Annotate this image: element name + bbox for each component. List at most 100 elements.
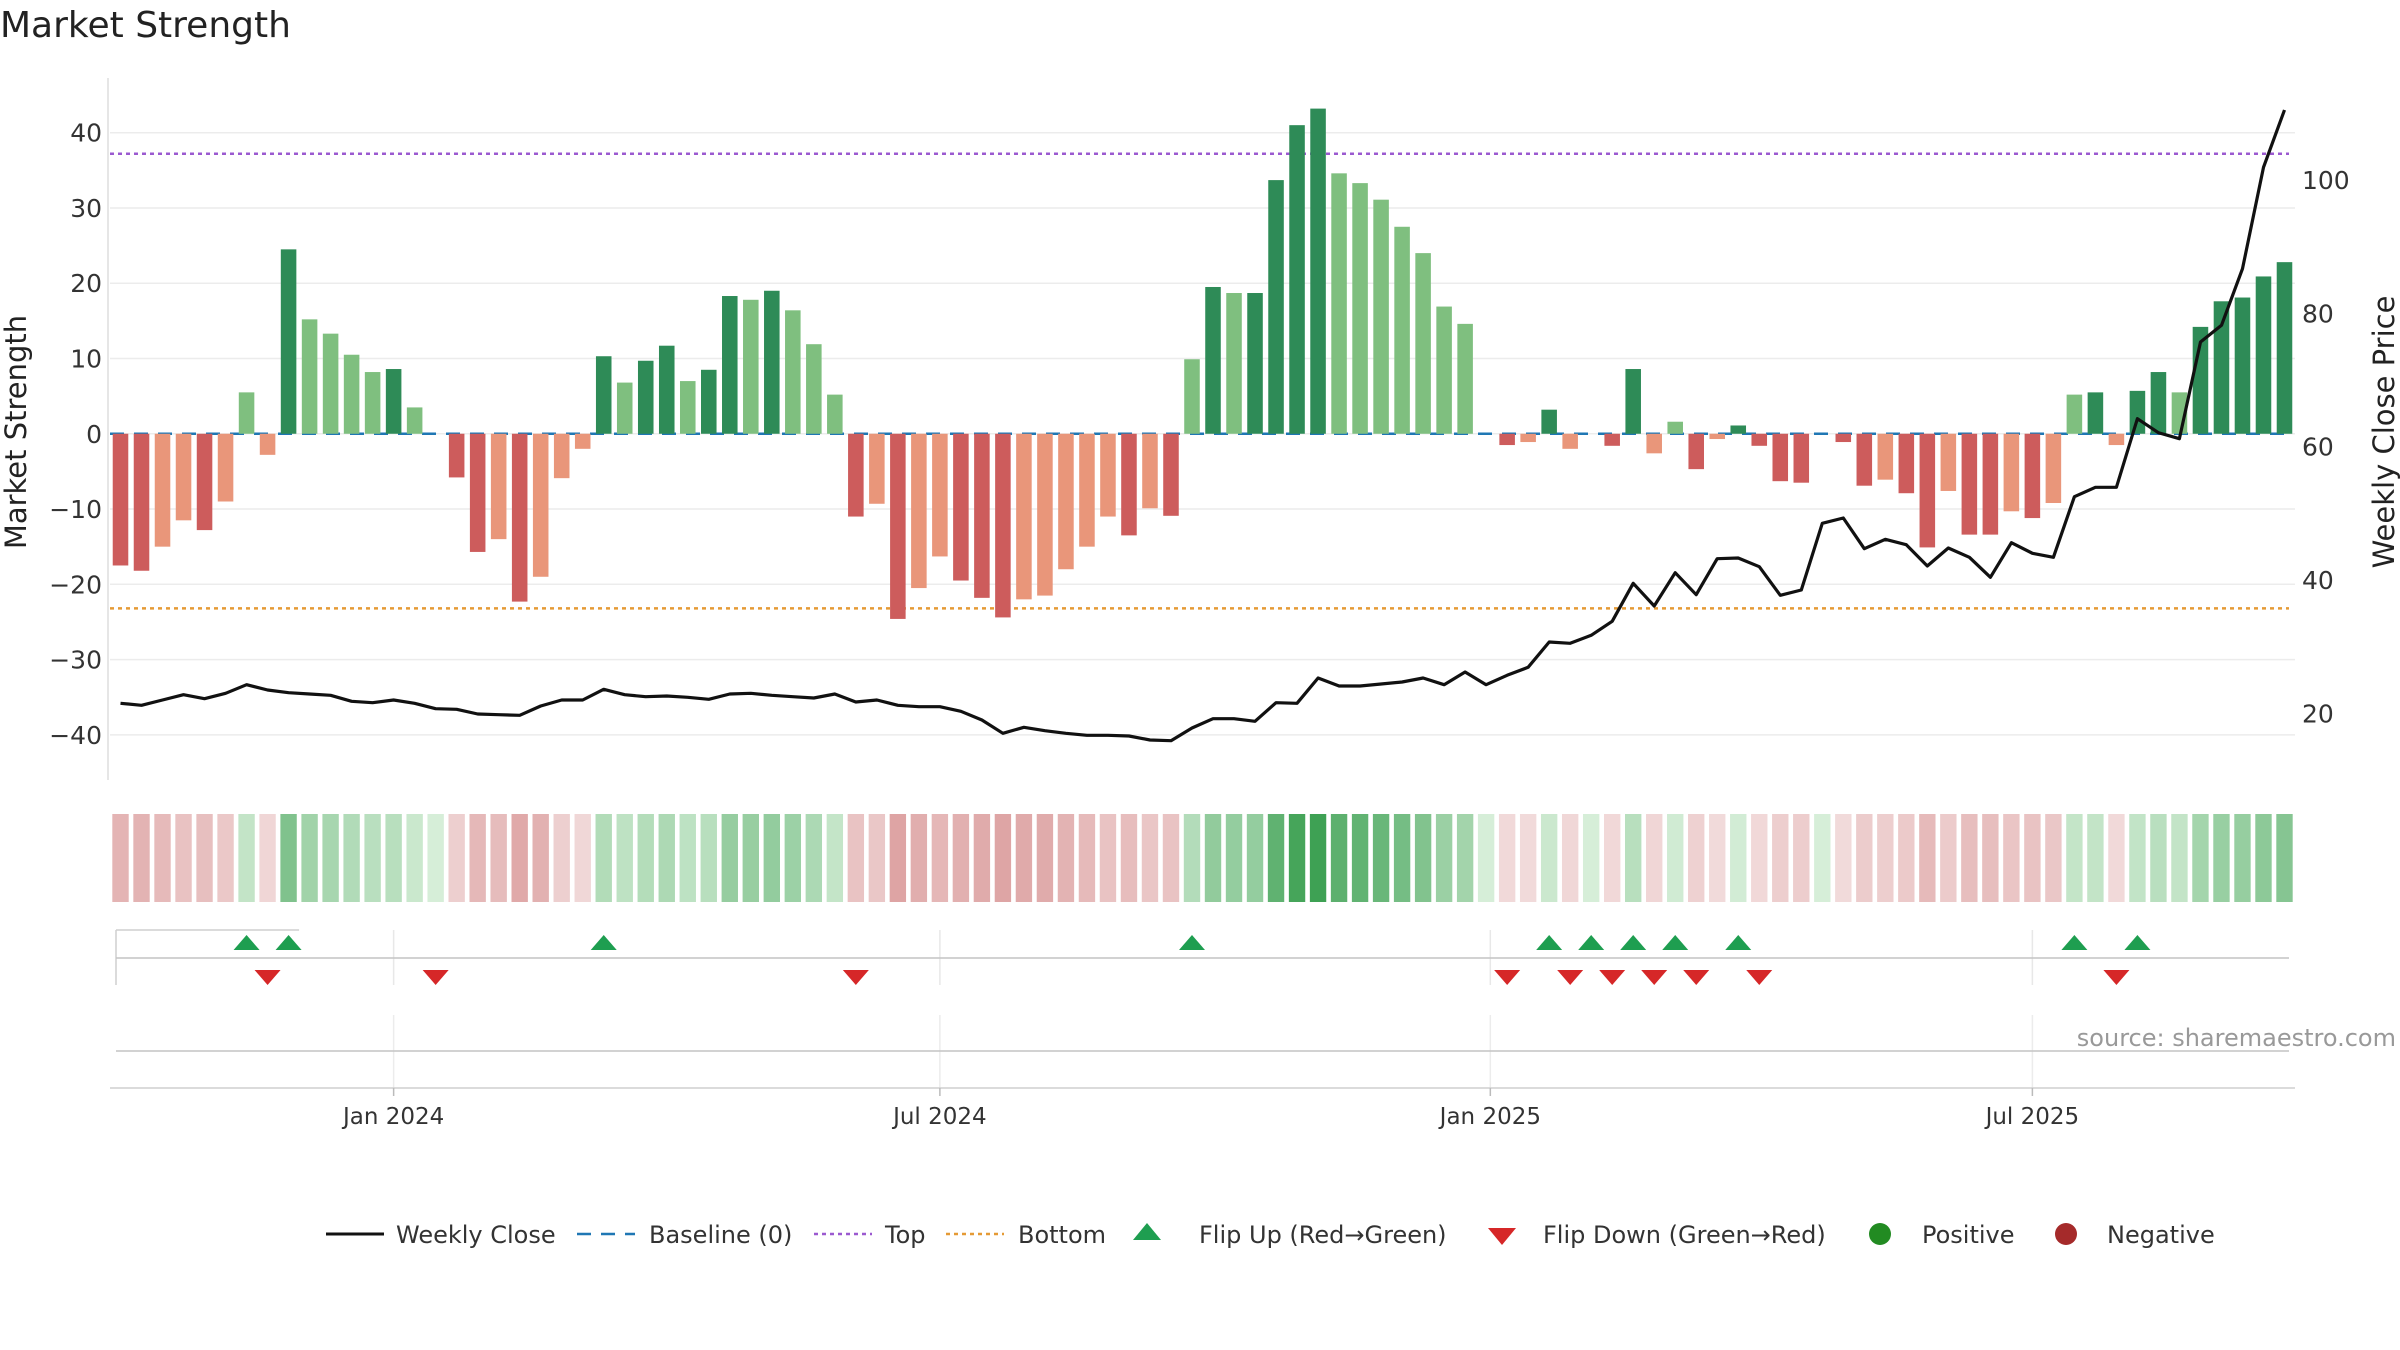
x-tick-label: Jul 2025 — [1984, 1104, 2080, 1130]
heat-cell — [2171, 814, 2188, 902]
legend-item-negative: Negative — [2055, 1221, 2215, 1249]
flip-up-marker — [233, 935, 260, 950]
strength-bar — [469, 433, 486, 552]
heat-cell — [133, 814, 150, 902]
strength-bar — [1373, 199, 1389, 434]
strength-bar — [1562, 433, 1578, 449]
legend-item-weekly-close: Weekly Close — [326, 1221, 556, 1249]
heat-cell — [679, 814, 696, 902]
legend-item-positive: Positive — [1869, 1221, 2015, 1249]
grid-lines — [107, 78, 2295, 780]
strength-bar — [1499, 433, 1515, 446]
strength-bar — [259, 433, 276, 455]
heat-cell — [2150, 814, 2167, 902]
strength-bar — [217, 433, 234, 502]
strength-bar — [1835, 433, 1852, 443]
strength-bar — [658, 345, 675, 434]
legend-negative-dot-icon — [2055, 1223, 2077, 1245]
heat-cell — [2192, 814, 2209, 902]
strength-bar — [1856, 433, 1873, 486]
heat-cell — [889, 814, 907, 902]
heat-cell — [1519, 814, 1537, 902]
strength-bar — [869, 433, 885, 504]
legend-positive-dot-icon — [1869, 1223, 1891, 1245]
heat-cell — [2087, 814, 2104, 902]
strength-heat-strip — [112, 814, 2293, 902]
legend-label-top: Top — [884, 1221, 926, 1249]
strength-bar — [448, 433, 465, 478]
heat-cell — [364, 814, 381, 902]
heat-cell — [1961, 814, 1978, 902]
flip-down-marker — [1599, 970, 1626, 985]
heat-cell — [574, 814, 591, 902]
strength-bar — [2150, 372, 2167, 434]
legend: Weekly Close Baseline (0) Top Bottom Fli… — [326, 1221, 2215, 1249]
strength-bar — [1688, 433, 1704, 470]
heat-cell — [385, 814, 402, 902]
strength-bar — [406, 407, 423, 434]
right-tick-label: 20 — [2302, 699, 2334, 728]
heat-cell — [280, 814, 297, 902]
strength-bar — [574, 433, 591, 449]
strength-bar — [1646, 433, 1662, 454]
source-text: source: sharemaestro.com — [2077, 1024, 2396, 1052]
strength-bar — [1961, 433, 1978, 535]
heat-cell — [1162, 814, 1180, 902]
strength-bar — [364, 372, 381, 434]
x-tick-label: Jul 2024 — [891, 1104, 987, 1130]
heat-cell — [1456, 814, 1474, 902]
heat-cell — [301, 814, 318, 902]
strength-bar — [1625, 369, 1641, 434]
strength-bar — [953, 433, 969, 581]
strength-bar — [595, 356, 612, 434]
heat-cell — [910, 814, 928, 902]
strength-bar — [175, 433, 192, 521]
heat-cell — [1603, 814, 1621, 902]
heat-cell — [238, 814, 255, 902]
flip-down-marker — [254, 970, 281, 985]
legend-item-flip-down: Flip Down (Green→Red) — [1488, 1221, 1826, 1249]
legend-flip-up-icon — [1133, 1223, 1161, 1240]
legend-label-flip-down: Flip Down (Green→Red) — [1543, 1221, 1826, 1249]
flip-up-marker — [1620, 935, 1647, 950]
heat-cell — [2276, 814, 2293, 902]
heat-cell — [973, 814, 991, 902]
strength-bar — [196, 433, 213, 531]
heat-cell — [1246, 814, 1264, 902]
heat-cell — [595, 814, 612, 902]
strength-bar — [1730, 425, 1747, 434]
strength-bar — [1226, 293, 1242, 434]
heat-cell — [1793, 814, 1810, 902]
heat-cell — [2255, 814, 2272, 902]
flip-down-marker — [1494, 970, 1521, 985]
strength-bar — [1667, 421, 1683, 434]
strength-bar — [238, 392, 255, 434]
strength-bar — [2255, 276, 2272, 434]
heat-cell — [1120, 814, 1138, 902]
heat-cell — [2003, 814, 2020, 902]
right-tick-label: 40 — [2302, 566, 2334, 595]
heat-cell — [1225, 814, 1243, 902]
heat-cell — [1646, 814, 1663, 902]
heat-cell — [994, 814, 1012, 902]
strength-bar — [995, 433, 1011, 618]
left-tick-label: −20 — [49, 570, 102, 599]
legend-label-positive: Positive — [1922, 1221, 2015, 1249]
heat-cell — [1393, 814, 1411, 902]
heat-cell — [490, 814, 507, 902]
strength-bar — [490, 433, 507, 540]
heat-cell — [1982, 814, 1999, 902]
heat-cell — [217, 814, 234, 902]
strength-bar — [701, 369, 717, 434]
strength-bar — [1436, 306, 1452, 434]
strength-bar — [848, 433, 864, 517]
heat-cell — [1814, 814, 1831, 902]
left-tick-label: −40 — [49, 721, 102, 750]
strength-bar — [301, 319, 318, 434]
heat-cell — [1099, 814, 1117, 902]
heat-cell — [112, 814, 129, 902]
strength-bar — [1982, 433, 1999, 535]
strength-bar — [890, 433, 906, 619]
heat-cell — [1730, 814, 1747, 902]
flip-up-marker — [1662, 935, 1689, 950]
